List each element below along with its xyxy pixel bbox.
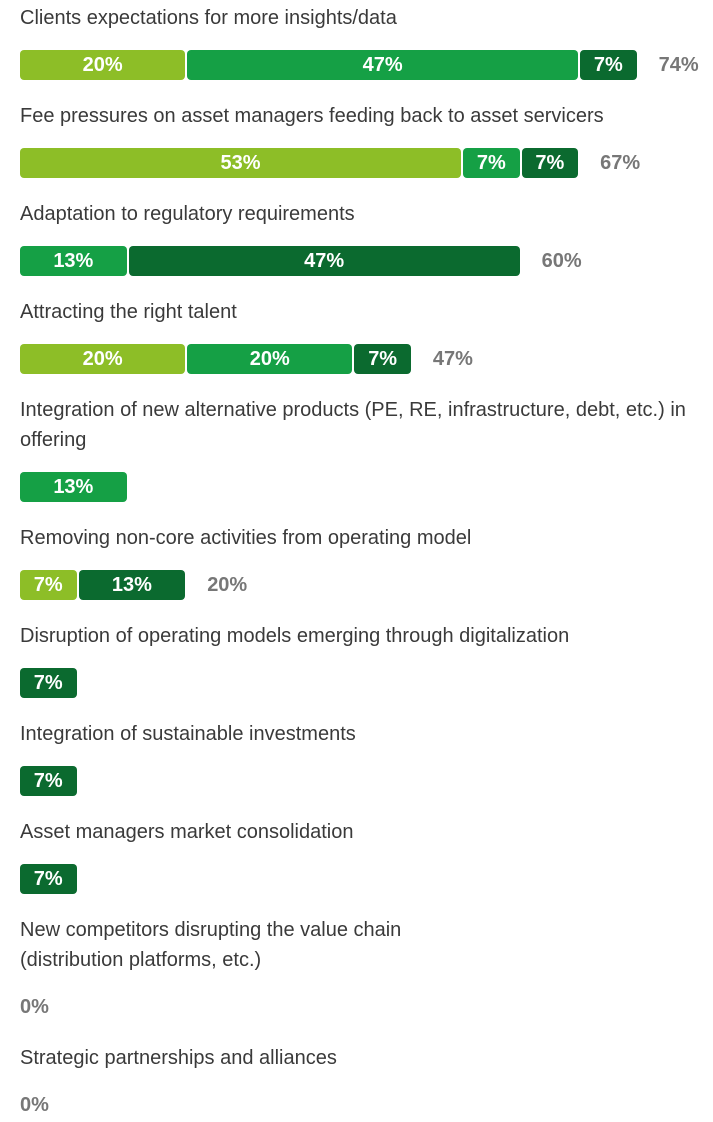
bar-track: 53% 7% 7% 67%	[0, 148, 713, 178]
bar-segment: 7%	[20, 668, 77, 698]
bar-segment: 7%	[20, 864, 77, 894]
category-row: Clients expectations for more insights/d…	[0, 0, 713, 98]
bar-track: 0%	[0, 1090, 713, 1120]
bar-segment: 20%	[20, 50, 186, 80]
bar-segment: 47%	[128, 246, 520, 276]
category-row: Fee pressures on asset managers feeding …	[0, 98, 713, 196]
bar-track: 0%	[0, 992, 713, 1022]
category-label: Integration of sustainable investments	[20, 723, 356, 745]
bar-segment: 47%	[187, 50, 579, 80]
total-label: 0%	[20, 996, 49, 1018]
category-row: Strategic partnerships and alliances 0%	[0, 1040, 713, 1122]
bar-segment: 13%	[78, 570, 186, 600]
total-label: 20%	[207, 574, 248, 596]
category-row: Adaptation to regulatory requirements 13%…	[0, 196, 713, 294]
category-label: New competitors disrupting the value cha…	[20, 919, 402, 971]
bar-segment: 13%	[20, 472, 127, 502]
bar-segment: 53%	[20, 148, 462, 178]
bar-segment: 7%	[521, 148, 579, 178]
bar-segment: 7%	[463, 148, 520, 178]
bar-segment: 20%	[20, 344, 186, 374]
category-label: Attracting the right talent	[20, 301, 237, 323]
bar-segment: 20%	[187, 344, 353, 374]
category-label: Adaptation to regulatory requirements	[20, 203, 355, 225]
category-label: Strategic partnerships and alliances	[20, 1047, 337, 1069]
bar-track: 7%	[0, 766, 713, 796]
bar-track: 7%	[0, 864, 713, 894]
bar-track: 13%	[0, 472, 713, 502]
total-label: 67%	[600, 152, 641, 174]
bar-track: 20% 47% 7% 74%	[0, 50, 713, 80]
bar-track: 20% 20% 7% 47%	[0, 344, 713, 374]
category-row: Asset managers market consolidation 7%	[0, 814, 713, 912]
category-label: Asset managers market consolidation	[20, 821, 354, 843]
category-label: Fee pressures on asset managers feeding …	[20, 105, 604, 127]
bar-track: 13% 47% 60%	[0, 246, 713, 276]
total-label: 60%	[541, 250, 582, 272]
bar-segment: 7%	[580, 50, 637, 80]
bar-segment: 7%	[354, 344, 411, 374]
category-label: Integration of new alternative products …	[20, 399, 686, 451]
bar-track: 7% 13% 20%	[0, 570, 713, 600]
category-row: New competitors disrupting the value cha…	[0, 912, 713, 1040]
total-label: 74%	[658, 54, 699, 76]
bar-segment: 7%	[20, 570, 77, 600]
bar-segment: 13%	[20, 246, 127, 276]
category-row: Attracting the right talent 20% 20% 7% 47%	[0, 294, 713, 392]
category-label: Removing non-core activities from operat…	[20, 527, 472, 549]
total-label: 47%	[432, 348, 473, 370]
bar-track: 7%	[0, 668, 713, 698]
category-row: Integration of sustainable investments 7%	[0, 716, 713, 814]
category-label: Clients expectations for more insights/d…	[20, 7, 397, 29]
bar-segment: 7%	[20, 766, 77, 796]
category-label: Disruption of operating models emerging …	[20, 625, 570, 647]
category-row: Integration of new alternative products …	[0, 392, 713, 520]
total-label: 0%	[20, 1094, 49, 1116]
category-row: Removing non-core activities from operat…	[0, 520, 713, 618]
category-row: Disruption of operating models emerging …	[0, 618, 713, 716]
